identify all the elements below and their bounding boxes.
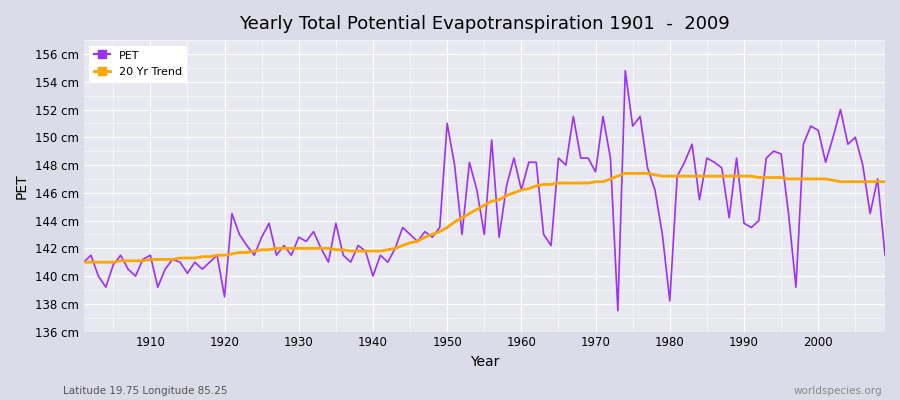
Y-axis label: PET: PET [15, 173, 29, 199]
X-axis label: Year: Year [470, 355, 499, 369]
Title: Yearly Total Potential Evapotranspiration 1901  -  2009: Yearly Total Potential Evapotranspiratio… [238, 15, 730, 33]
Text: worldspecies.org: worldspecies.org [794, 386, 882, 396]
Text: Latitude 19.75 Longitude 85.25: Latitude 19.75 Longitude 85.25 [63, 386, 228, 396]
Legend: PET, 20 Yr Trend: PET, 20 Yr Trend [89, 46, 186, 82]
